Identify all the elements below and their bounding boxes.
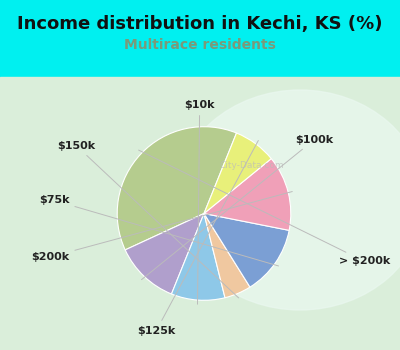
Bar bbox=[0, 0, 400, 77]
Text: Multirace residents: Multirace residents bbox=[124, 38, 276, 52]
Text: Income distribution in Kechi, KS (%): Income distribution in Kechi, KS (%) bbox=[17, 15, 383, 33]
Text: $75k: $75k bbox=[39, 196, 278, 266]
Wedge shape bbox=[204, 214, 289, 287]
Wedge shape bbox=[204, 159, 291, 230]
Text: $200k: $200k bbox=[31, 191, 292, 262]
Wedge shape bbox=[117, 127, 236, 250]
Text: $150k: $150k bbox=[57, 141, 239, 298]
Wedge shape bbox=[204, 133, 271, 214]
Ellipse shape bbox=[175, 90, 400, 310]
Wedge shape bbox=[125, 214, 204, 294]
Text: City-Data.com: City-Data.com bbox=[220, 161, 284, 170]
Text: $125k: $125k bbox=[137, 140, 258, 336]
Text: $100k: $100k bbox=[142, 135, 333, 280]
Text: > $200k: > $200k bbox=[139, 150, 390, 266]
Text: $10k: $10k bbox=[184, 100, 215, 304]
Bar bbox=[0, 77, 400, 350]
Wedge shape bbox=[172, 214, 225, 300]
Wedge shape bbox=[204, 214, 250, 298]
